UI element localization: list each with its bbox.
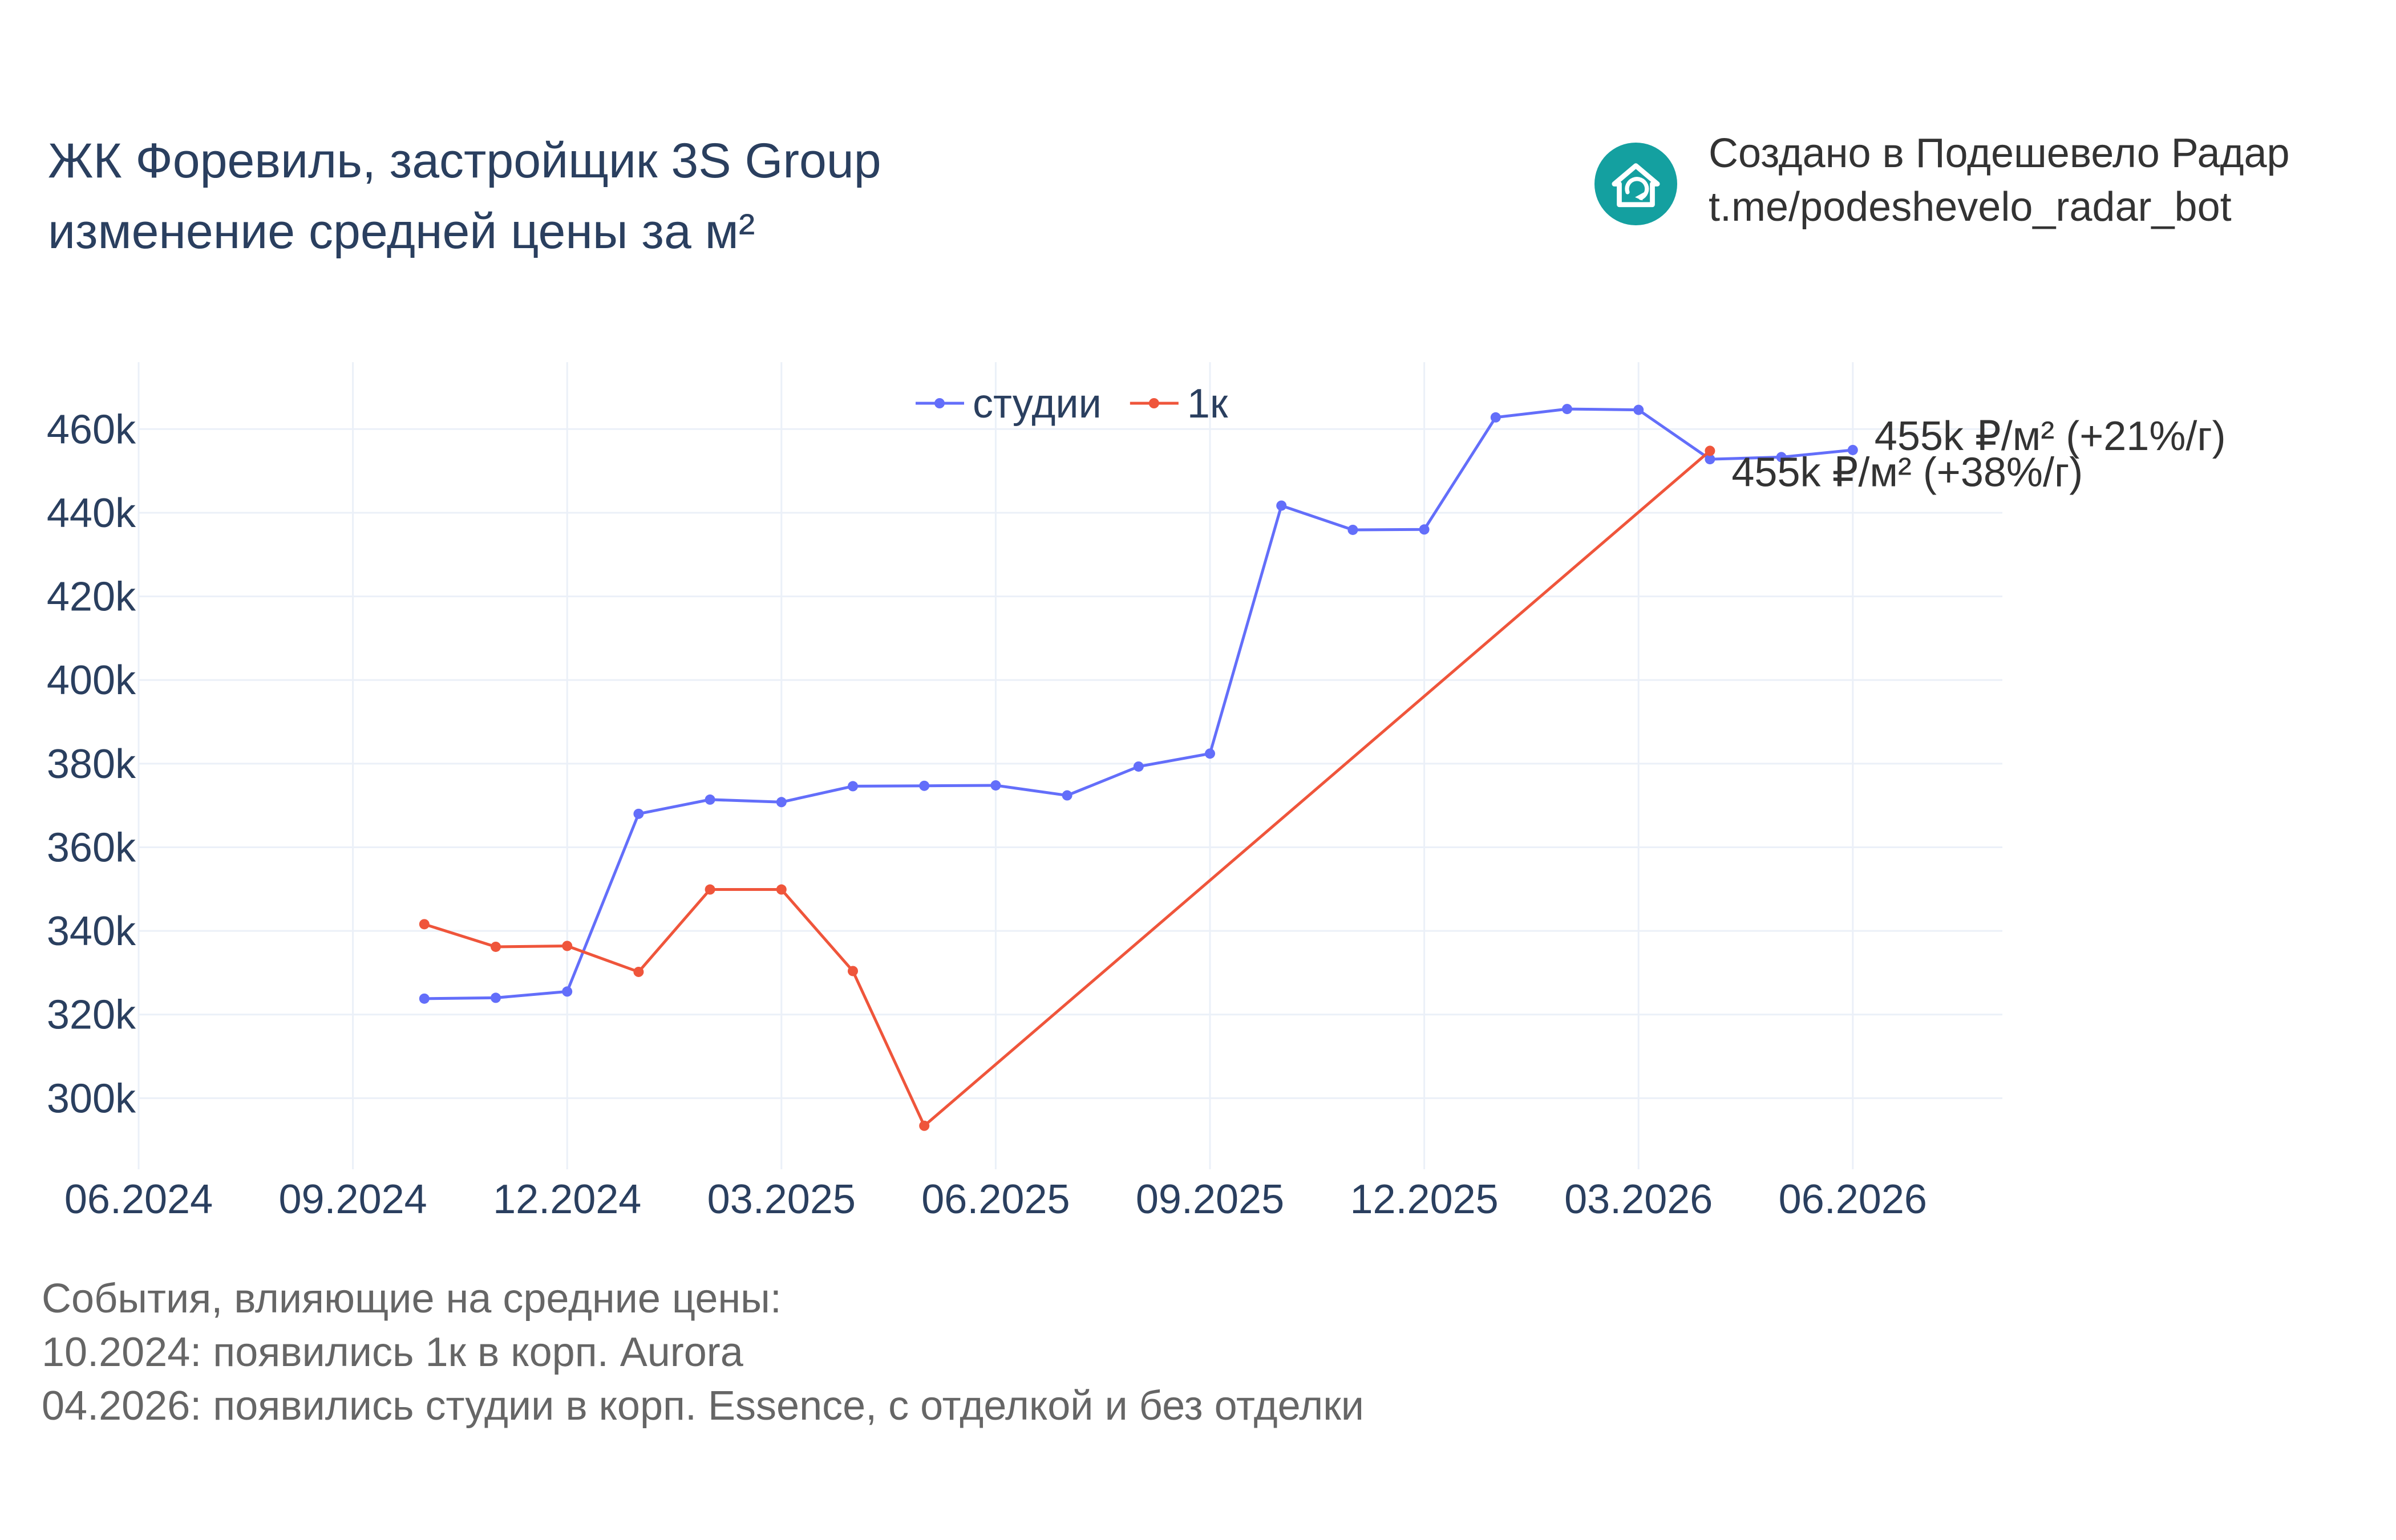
data-point [776, 884, 787, 895]
price-chart: 06.2024 09.2024 12.2024 03.2025 06.2025 09.20… [47, 362, 2226, 1222]
house-refresh-icon [1594, 143, 1677, 225]
data-point [1133, 761, 1144, 772]
logo-circle [1594, 143, 1677, 225]
x-tick-label: 06.2024 [64, 1177, 213, 1222]
legend-swatch-marker [1148, 398, 1159, 408]
event-item-1: 10.2024: появились 1к в корп. Aurora [42, 1330, 743, 1375]
data-point [491, 941, 501, 952]
branding-link[interactable]: t.me/podeshevelo_radar_bot [1709, 184, 2232, 230]
y-tick-label: 320k [47, 992, 136, 1038]
data-point [705, 884, 715, 895]
data-point [1205, 748, 1215, 759]
events-note: События, влияющие на средние цены: 10.20… [42, 1272, 1364, 1433]
branding: Создано в Подешевело Радар t.me/podeshev… [1709, 127, 2290, 234]
y-tick-label: 340k [47, 909, 136, 954]
branding-line1: Создано в Подешевело Радар [1709, 131, 2290, 176]
data-point [1633, 404, 1644, 415]
x-tick-label: 09.2025 [1136, 1177, 1284, 1222]
series-1 [419, 404, 1858, 1004]
data-point [1847, 444, 1858, 455]
legend-item-1[interactable]: студии [916, 381, 1102, 427]
chart-title-line2: изменение средней цены за м² [48, 204, 755, 259]
data-point [1490, 412, 1501, 423]
data-point [1419, 524, 1430, 535]
series-line [424, 449, 1711, 1128]
logo-arrow [1625, 177, 1649, 200]
y-tick-label: 380k [47, 741, 136, 787]
series-2 [419, 445, 1715, 1131]
data-point [491, 992, 501, 1003]
x-tick-label: 09.2024 [278, 1177, 427, 1222]
y-tick-label: 460k [47, 407, 136, 452]
y-tick-label: 400k [47, 658, 136, 703]
data-point [848, 781, 858, 792]
x-tick-label: 03.2026 [1564, 1177, 1713, 1222]
data-point [633, 808, 644, 819]
data-point [419, 919, 430, 930]
x-tick-label: 06.2026 [1779, 1177, 1927, 1222]
x-tick-label: 03.2025 [707, 1177, 856, 1222]
legend[interactable]: студии 1к [916, 381, 1228, 427]
events-heading: События, влияющие на средние цены: [42, 1276, 782, 1322]
y-tick-label: 300k [47, 1076, 136, 1121]
end-labels: 455k ₽/м² (+21%/г)455k ₽/м² (+38%/г) [1731, 414, 2225, 495]
data-point [776, 797, 787, 808]
data-point [1347, 524, 1358, 535]
x-tick-label: 06.2025 [921, 1177, 1070, 1222]
data-point [633, 966, 644, 977]
legend-swatch-marker [934, 398, 945, 408]
y-tick-label: 420k [47, 574, 136, 620]
data-point [848, 966, 858, 976]
data-point [919, 780, 930, 791]
data-point [562, 986, 573, 997]
x-tick-label: 12.2024 [493, 1177, 641, 1222]
data-point [1705, 445, 1715, 456]
data-point [1276, 500, 1287, 511]
legend-label: студии [973, 381, 1102, 427]
legend-label: 1к [1187, 381, 1228, 427]
y-tick-label: 360k [47, 825, 136, 870]
x-tick-label: 12.2025 [1350, 1177, 1498, 1222]
data-point [919, 1120, 930, 1131]
legend-item-2[interactable]: 1к [1130, 381, 1228, 427]
data-point [562, 941, 573, 951]
data-point [990, 780, 1001, 791]
data-point [419, 993, 430, 1004]
chart-title-line1: ЖК Форевиль, застройщик 3S Group [48, 133, 881, 188]
series-end-label: 455k ₽/м² (+21%/г) [1875, 414, 2226, 459]
data-point [1705, 454, 1715, 465]
data-point [705, 794, 715, 805]
event-item-2: 04.2026: появились студии в корп. Essenc… [42, 1383, 1365, 1429]
logo-arrow-head [1635, 192, 1644, 201]
grid-layer [137, 362, 2002, 1169]
series-end-label: 455k ₽/м² (+38%/г) [1731, 449, 2083, 495]
chart-title: ЖК Форевиль, застройщик 3S Group изменен… [48, 125, 881, 267]
data-point [1776, 452, 1787, 463]
y-tick-label: 440k [47, 491, 136, 536]
data-point [1562, 404, 1572, 415]
series-layer [419, 404, 1858, 1131]
data-point [1062, 790, 1072, 801]
axis-layer: 06.2024 09.2024 12.2024 03.2025 06.2025 09.20… [47, 407, 1927, 1222]
logo-house [1612, 163, 1660, 208]
